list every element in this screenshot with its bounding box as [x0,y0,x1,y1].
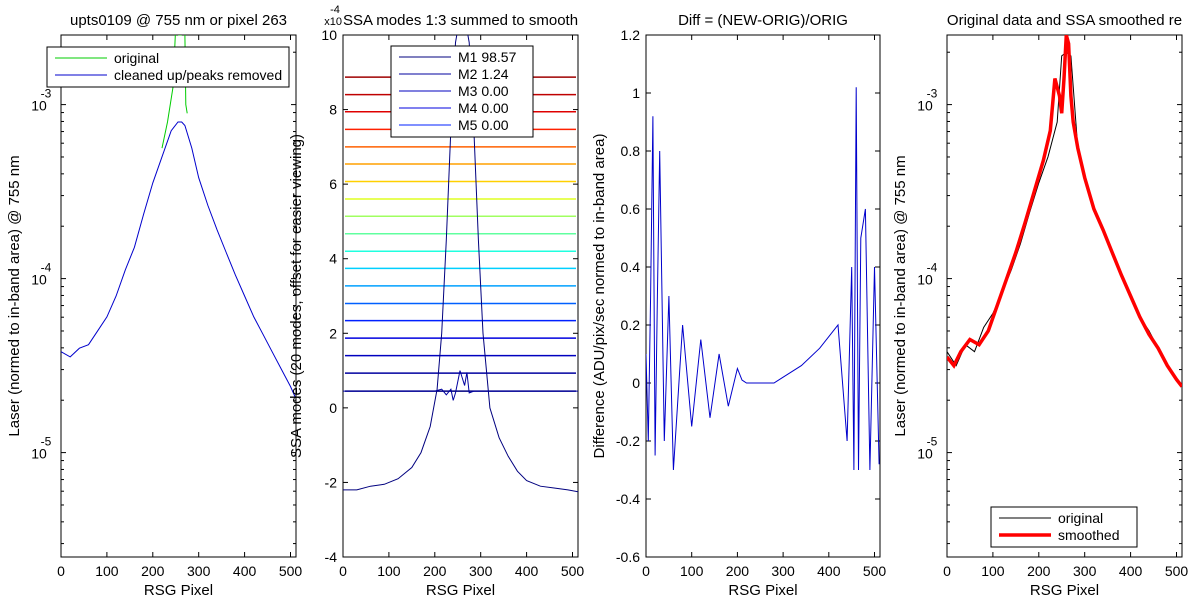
x-axis-label: RSG Pixel [1030,582,1099,599]
y-tick-label-base: 10 [31,98,47,114]
y-tick-label: 0.4 [621,259,641,275]
y-axis-label: SSA modes (20 modes, offset for easier v… [288,134,305,458]
y-tick-label-base: 10 [31,272,47,288]
y-tick-label: -2 [325,474,338,490]
y-tick-label: 2 [329,325,337,341]
y-axis-label: Laser (normed to in-band area) @ 755 nm [6,155,23,436]
x-tick-label: 400 [233,563,257,579]
x-tick-label: 0 [57,563,65,579]
x-tick-label: 500 [561,563,585,579]
x-axis-label: RSG Pixel [728,582,797,599]
x-tick-label: 400 [817,563,841,579]
y-tick-label: 0.6 [621,201,641,217]
y-tick-label-base: 10 [917,446,933,462]
y-tick-label: 4 [329,251,337,267]
y-tick-label: 10 [321,27,337,43]
x-tick-label: 300 [771,563,795,579]
legend-box [990,506,1138,548]
x-tick-label: 500 [1165,563,1189,579]
x-axis-label: RSG Pixel [426,582,495,599]
x-tick-label: 500 [863,563,887,579]
x-tick-label: 100 [377,563,401,579]
y-tick-label: 0.8 [621,143,641,159]
x-tick-label: 100 [680,563,704,579]
chart-panel-3: 0 100 200 300 400 500 -0.6 -0.4 -0.2 0 0.2 0.4 0.6 0.… [591,12,886,599]
legend-label: cleaned up/peaks removed [114,67,282,83]
chart-title: Original data and SSA smoothed re [947,12,1182,29]
legend-label: smoothed [1058,527,1119,543]
plot-frame [645,34,881,558]
x-tick-label: 200 [726,563,750,579]
legend-label: original [114,50,159,66]
x-tick-label: 200 [423,563,447,579]
y-axis-label: Difference (ADU/pix/sec normed to in-ban… [591,134,608,459]
x-tick-label: 400 [1119,563,1143,579]
y-tick-label: 1.2 [621,27,641,43]
x-tick-label: 0 [642,563,650,579]
legend-label: M4 0.00 [458,100,509,116]
y-tick-label-base: 10 [917,98,933,114]
legend-label: M1 98.57 [458,49,517,65]
plot-frame [946,34,1183,558]
y-tick-label-exponent: -3 [41,87,52,101]
y-tick-label-exponent: -4 [927,261,938,275]
y-multiplier-exponent: -4 [330,4,340,16]
x-tick-label: 300 [187,563,211,579]
x-tick-label: 100 [981,563,1005,579]
legend-label: M2 1.24 [458,66,509,82]
series-line-2 [947,35,1182,388]
y-tick-label-exponent: -5 [41,435,52,449]
y-tick-label-base: 10 [917,272,933,288]
y-tick-label-exponent: -5 [927,435,938,449]
chart-title: SSA modes 1:3 summed to smooth [343,12,578,29]
x-tick-label: 400 [515,563,539,579]
y-tick-label-exponent: -4 [41,261,52,275]
series-line-1 [343,35,578,493]
y-tick-label: -0.4 [616,491,640,507]
x-tick-label: 500 [279,563,303,579]
series-line-2 [61,121,296,398]
y-tick-label-exponent: -3 [927,87,938,101]
y-tick-label-base: 10 [31,446,47,462]
y-tick-label: 6 [329,176,337,192]
y-tick-label: -4 [325,549,338,565]
x-tick-label: 0 [339,563,347,579]
y-tick-label: -0.2 [616,433,640,449]
data-layer [646,87,880,471]
x-tick-label: 300 [469,563,493,579]
chart-title: Diff = (NEW-ORIG)/ORIG [678,12,848,29]
legend-box [46,46,290,88]
y-tick-label: 8 [329,102,337,118]
x-tick-label: 100 [95,563,119,579]
y-multiplier-base: x10 [324,16,342,28]
y-tick-label: 1 [632,85,640,101]
x-axis-label: RSG Pixel [144,582,213,599]
x-tick-label: 200 [1027,563,1051,579]
legend-label: M3 0.00 [458,83,509,99]
y-tick-label: 0.2 [621,317,641,333]
series-line-2 [343,370,578,401]
data-layer [947,35,1182,388]
chart-title: upts0109 @ 755 nm or pixel 263 [70,12,287,29]
plot-frame [60,34,297,558]
y-axis-label: Laser (normed to in-band area) @ 755 nm [892,155,909,436]
x-tick-label: 300 [1073,563,1097,579]
y-tick-label: 0 [329,400,337,416]
legend-label: M5 0.00 [458,117,509,133]
x-tick-label: 200 [141,563,165,579]
y-tick-label: 0 [632,375,640,391]
y-tick-label: -0.6 [616,549,640,565]
legend-label: original [1058,510,1103,526]
series-line-1 [646,87,880,471]
x-tick-label: 0 [943,563,951,579]
